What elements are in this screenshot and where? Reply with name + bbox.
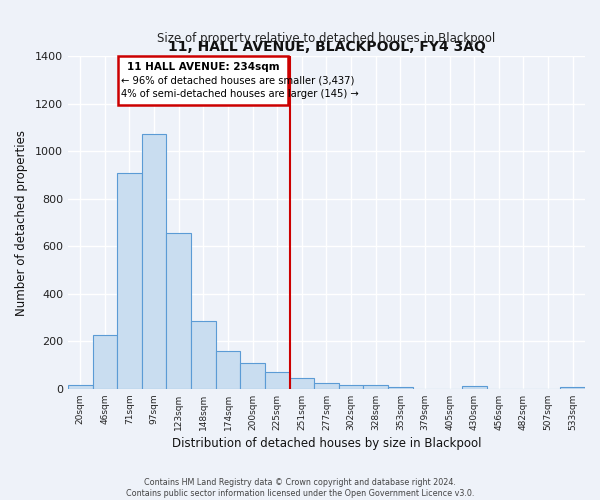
Bar	[314, 383, 339, 389]
Bar	[117, 173, 142, 389]
Bar	[166, 234, 191, 389]
Bar	[92, 336, 117, 389]
Y-axis label: Number of detached properties: Number of detached properties	[15, 130, 28, 316]
X-axis label: Distribution of detached houses by size in Blackpool: Distribution of detached houses by size …	[172, 437, 481, 450]
Bar	[388, 387, 413, 389]
Text: Size of property relative to detached houses in Blackpool: Size of property relative to detached ho…	[157, 32, 496, 45]
Bar	[364, 386, 388, 389]
Text: 4% of semi-detached houses are larger (145) →: 4% of semi-detached houses are larger (1…	[121, 88, 359, 99]
Text: 11 HALL AVENUE: 234sqm: 11 HALL AVENUE: 234sqm	[127, 62, 280, 72]
Bar	[339, 384, 364, 389]
Bar	[462, 386, 487, 389]
Bar	[560, 387, 585, 389]
Bar	[240, 363, 265, 389]
Title: 11, HALL AVENUE, BLACKPOOL, FY4 3AQ: 11, HALL AVENUE, BLACKPOOL, FY4 3AQ	[167, 40, 485, 54]
Bar	[215, 352, 240, 389]
Bar	[265, 372, 290, 389]
FancyBboxPatch shape	[118, 56, 289, 105]
Text: ← 96% of detached houses are smaller (3,437): ← 96% of detached houses are smaller (3,…	[121, 76, 355, 86]
Text: Contains HM Land Registry data © Crown copyright and database right 2024.
Contai: Contains HM Land Registry data © Crown c…	[126, 478, 474, 498]
Bar	[142, 134, 166, 389]
Bar	[68, 386, 92, 389]
Bar	[290, 378, 314, 389]
Bar	[191, 321, 215, 389]
